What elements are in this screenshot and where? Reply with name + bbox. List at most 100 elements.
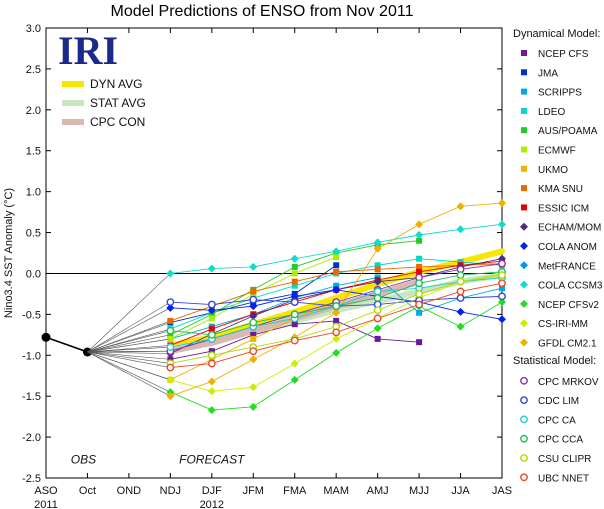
x-tick-label: OND (117, 485, 142, 497)
x-tick-label: Oct (79, 485, 96, 497)
series-gfdl-cm2-1-point (207, 377, 216, 386)
series-ncep-cfs-point (374, 335, 381, 342)
x-tick-label: JFM (243, 485, 264, 497)
series-ukmo-point (208, 356, 215, 363)
legend-cola-anom-point (520, 242, 528, 250)
series-ncep-cfs-connector (87, 351, 171, 360)
average-line-dyn-avg (167, 248, 505, 349)
series-scripps-point (333, 282, 340, 289)
series-gfdl-cm2-1-point (415, 220, 424, 229)
x-tick-label: NDJ (160, 485, 181, 497)
series-cpc-mrkov-point (498, 259, 506, 268)
series-ncep-cfsv2-point (207, 406, 216, 415)
y-tick-label: -1.0 (22, 350, 41, 362)
series-csu-clipr (87, 271, 506, 368)
series-cola-ccsm3-point (290, 254, 299, 263)
series-ncep-cfsv2-point (249, 402, 258, 411)
series-cpc-cca-point (249, 318, 258, 327)
series-gfdl-cm2-1-point (166, 392, 175, 401)
x-tick-label: DJF (202, 485, 222, 497)
x-tick-label: AMJ (367, 485, 389, 497)
series-cola-ccsm3-point (166, 269, 175, 278)
legend-item-label: CS-IRI-MM (538, 319, 588, 330)
series-cola-ccsm3-point (456, 225, 465, 234)
legend-kma-snu-point (521, 185, 527, 192)
series-ncep-cfs-point (416, 339, 423, 346)
series-cola-anom-point (332, 285, 341, 294)
series-csu-clipr-point (415, 290, 423, 298)
x-year-label: 2012 (200, 499, 224, 509)
series-kma-snu-point (291, 278, 298, 285)
y-tick-label: 0.5 (26, 228, 41, 240)
series-ecmwf-point (291, 270, 298, 277)
observed-point (41, 332, 51, 342)
series-ecmwf-point (333, 254, 340, 261)
y-tick-label: 1.5 (26, 146, 41, 158)
series-cpc-cca-point (332, 302, 341, 311)
series-kma-snu-point (374, 266, 381, 273)
legend-item-label: ESSIC ICM (538, 203, 589, 214)
series-kma-snu-point (167, 317, 174, 324)
series-ldeo-point (291, 282, 298, 289)
series-ubc-nnet-point (415, 300, 423, 309)
legend-item-label: AUS/POAMA (538, 126, 598, 137)
series-echam-mom-connector (87, 351, 171, 354)
series-cola-anom-point (456, 307, 465, 316)
legend-essic-icm-point (521, 204, 527, 211)
series-cpc-cca-connector (87, 330, 171, 353)
series-cpc-ca-point (373, 287, 382, 296)
series-scripps-point (499, 285, 505, 292)
series-cola-anom-point (249, 302, 258, 311)
legend-item-label: CPC CCA (538, 435, 583, 446)
legend-metfrance-point (520, 261, 528, 270)
legend-ecmwf-point (521, 146, 527, 153)
series-aus-poama-point (167, 331, 174, 338)
series-ncep-cfsv2-point (166, 388, 175, 397)
series-cs-iri-mm-point (332, 334, 341, 343)
series-cola-anom-point (207, 306, 216, 315)
x-tick-label: JJA (451, 485, 470, 497)
series-ecmwf-point (208, 315, 215, 322)
series-cpc-cca-point (456, 271, 465, 279)
legend-item-label: ECHAM/MOM (538, 223, 601, 234)
legend-item-label: CDC LIM (538, 396, 579, 407)
series-ncep-cfs-point (208, 348, 215, 355)
y-tick-label: 0.0 (26, 268, 41, 280)
series-echam-mom-point (373, 277, 382, 286)
series-cola-ccsm3-point (207, 264, 216, 273)
model-legend: Dynamical Model: NCEP CFS JMA SCRIPPS LDEO AU… (513, 28, 603, 484)
series-ubc-nnet-point (498, 279, 506, 288)
y-tick-label: 1.0 (26, 187, 41, 199)
legend-item-label: MetFRANCE (538, 261, 596, 272)
x-tick-label: FMA (283, 485, 307, 497)
legend-item-label: UKMO (538, 165, 568, 176)
series-cs-iri-mm-point (207, 387, 216, 396)
average-legend-label: CPC CON (90, 115, 145, 129)
series-ubc-nnet-point (456, 287, 465, 296)
series-ldeo-point (374, 262, 381, 269)
legend-statistical-heading: Statistical Model: (513, 355, 596, 367)
series-ldeo-point (457, 259, 464, 265)
legend-csu-clipr-point (520, 454, 528, 462)
legend-cs-iri-mm-point (520, 319, 528, 328)
series-ncep-cfsv2-point (290, 375, 299, 384)
series-cdc-lim-point (456, 294, 465, 302)
legend-gfdl-cm2-1-point (520, 338, 528, 347)
series-csu-clipr-connector (87, 351, 171, 364)
legend-item-label: COLA ANOM (538, 242, 597, 253)
legend-cola-ccsm3-point (520, 280, 528, 289)
series-cs-iri-mm-connector (87, 351, 171, 381)
series-ubc-nnet-point (290, 336, 299, 345)
series-cola-anom-point (166, 303, 175, 312)
series-ncep-cfsv2-point (456, 322, 465, 331)
series-aus-poama-point (208, 311, 215, 318)
series-cola-ccsm3-point (332, 247, 341, 256)
series-jma-point (333, 262, 340, 269)
series-essic-icm-point (416, 268, 423, 275)
series-cs-iri-mm-point (290, 359, 299, 368)
series-gfdl-cm2-1-point (498, 199, 506, 208)
series-aus-poama-point (416, 237, 423, 244)
series-ncep-cfs-point (167, 356, 174, 363)
series-cdc-lim-point (498, 292, 506, 301)
series-cola-ccsm3-point (373, 238, 382, 247)
